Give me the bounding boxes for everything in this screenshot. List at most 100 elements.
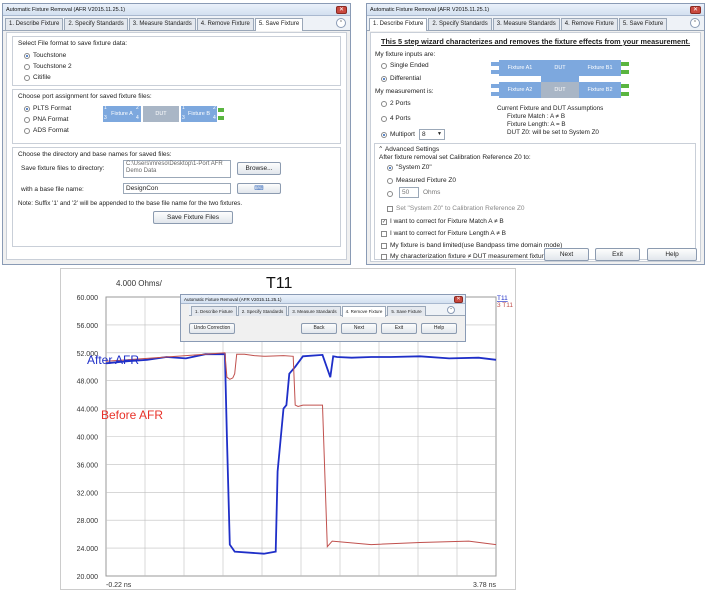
port-num: 3 <box>182 115 185 121</box>
check-label: Set "System Z0" to Calibration Reference… <box>396 205 525 212</box>
tab-specify-standards[interactable]: 2. Specify Standards <box>428 18 492 30</box>
port-num: 4 <box>213 115 216 121</box>
radio-label: Citifile <box>33 74 51 81</box>
port-num: 4 <box>136 115 139 121</box>
advanced-title: Advanced Settings <box>384 146 440 153</box>
radio-2-ports[interactable]: 2 Ports <box>375 98 411 109</box>
keyboard-icon[interactable]: ⌨ <box>237 183 281 194</box>
y-tick-label: 32.000 <box>77 490 99 497</box>
fixture-b1-label: Fixture B1 <box>587 65 613 71</box>
tab-remove-fixture[interactable]: 4. Remove Fixture <box>196 18 254 30</box>
exit-button[interactable]: Exit <box>595 248 640 261</box>
radio-dot-icon <box>387 177 393 184</box>
port-connector-icon <box>218 108 224 112</box>
directory-group-title: Choose the directory and base names for … <box>18 151 172 158</box>
tab-save-fixture[interactable]: 5. Save Fixture <box>618 18 668 30</box>
radio-dot-icon <box>381 131 387 138</box>
check-band-limited[interactable]: My fixture is band limited(use Bandpass … <box>375 240 562 251</box>
save-fixture-files-button[interactable]: Save Fixture Files <box>153 211 233 224</box>
browse-button[interactable]: Browse... <box>237 162 281 175</box>
check-set-system-z0[interactable]: Set "System Z0" to Calibration Reference… <box>381 203 525 214</box>
port-connector-icon <box>621 84 629 88</box>
exit-button[interactable]: Exit <box>381 323 417 334</box>
help-button[interactable]: Help <box>421 323 457 334</box>
radio-differential[interactable]: Differential <box>375 73 421 84</box>
suffix-note: Note: Suffix '1' and '2' will be appende… <box>18 200 243 207</box>
next-button[interactable]: Next <box>341 323 377 334</box>
radio-ads[interactable]: ADS Format <box>18 125 335 136</box>
tab-specify-standards[interactable]: 2. Specify Standards <box>64 18 128 30</box>
y-tick-label: 60.000 <box>77 295 99 302</box>
radio-touchstone2[interactable]: Touchstone 2 <box>18 61 335 72</box>
check-label: I want to correct for Fixture Length A ≠… <box>390 230 506 237</box>
assumption-dut-z0: DUT Z0: will be set to System Z0 <box>507 129 599 136</box>
check-label: My characterization fixture ≠ DUT measur… <box>390 253 548 260</box>
tab-save-fixture[interactable]: 5. Save Fixture <box>387 306 426 316</box>
fixture-a2-label: Fixture A2 <box>507 87 533 93</box>
radio-dot-icon <box>387 190 393 197</box>
multiport-select[interactable]: 8 ▼ <box>419 129 445 140</box>
collapse-icon[interactable]: ⌃ <box>690 18 700 28</box>
radio-ohms[interactable] <box>381 188 396 199</box>
tab-specify-standards[interactable]: 2. Specify Standards <box>237 306 288 316</box>
y-tick-label: 56.000 <box>77 323 99 330</box>
ohms-field[interactable]: 50 <box>399 187 419 198</box>
y-tick-label: 20.000 <box>77 574 99 581</box>
base-name-field[interactable]: DesignCon <box>123 183 231 194</box>
chevron-up-icon: ⌃ <box>378 146 385 153</box>
next-button[interactable]: Next <box>544 248 589 261</box>
collapse-icon[interactable]: ⌃ <box>447 306 455 314</box>
tab-remove-fixture[interactable]: 4. Remove Fixture <box>341 306 387 317</box>
port-diagram: Fixture A DUT Fixture B 1 3 2 4 1 3 2 4 <box>103 104 224 124</box>
y-tick-label: 44.000 <box>77 407 99 414</box>
radio-4-ports[interactable]: 4 Ports <box>375 113 411 124</box>
close-icon[interactable]: ✕ <box>336 6 347 14</box>
radio-measured-z0[interactable]: Measured Fixture Z0 <box>381 175 456 186</box>
tab-bar: 1. Describe Fixture 2. Specify Standards… <box>189 304 465 317</box>
assumption-match: Fixture Match : A ≠ B <box>507 113 566 120</box>
window-title: Automatic Fixture Removal (AFR V2015.11.… <box>367 4 704 16</box>
radio-pna[interactable]: PNA Format <box>18 114 335 125</box>
radio-system-z0[interactable]: "System Z0" <box>381 162 432 173</box>
check-fixture-length[interactable]: I want to correct for Fixture Length A ≠… <box>375 228 506 239</box>
radio-multiport[interactable]: Multiport <box>375 129 415 140</box>
check-fixture-match[interactable]: ✓ I want to correct for Fixture Match A ≠… <box>375 216 504 227</box>
port-group: Choose port assignment for saved fixture… <box>12 89 341 144</box>
directory-field[interactable]: C:\Users\mreso\Desktop\1-Port AFR Demo D… <box>123 160 231 178</box>
radio-plts[interactable]: PLTS Format <box>18 103 335 114</box>
radio-dot-icon <box>24 63 30 70</box>
help-button[interactable]: Help <box>647 248 697 261</box>
radio-dot-icon <box>24 127 30 134</box>
port-connector-icon <box>621 62 629 66</box>
tab-measure-standards[interactable]: 3. Measure Standards <box>288 306 341 316</box>
chevron-down-icon: ▼ <box>437 131 442 137</box>
tab-measure-standards[interactable]: 3. Measure Standards <box>128 18 196 30</box>
radio-citifile[interactable]: Citifile <box>18 72 335 83</box>
tab-describe-fixture[interactable]: 1. Describe Fixture <box>5 18 64 30</box>
tab-measure-standards[interactable]: 3. Measure Standards <box>492 18 560 30</box>
radio-label: PLTS Format <box>33 105 72 112</box>
radio-label: Multiport <box>390 131 415 138</box>
tab-save-fixture[interactable]: 5. Save Fixture <box>254 18 304 31</box>
close-icon[interactable]: ✕ <box>690 6 701 14</box>
back-button[interactable]: Back <box>301 323 337 334</box>
port-num: 2 <box>213 105 216 111</box>
format-group: Select File format to save fixture data:… <box>12 36 341 86</box>
advanced-settings-toggle[interactable]: ⌃ Advanced Settings <box>378 145 439 153</box>
collapse-icon[interactable]: ⌃ <box>336 18 346 28</box>
check-label: My fixture is band limited(use Bandpass … <box>390 242 563 249</box>
undo-correction-button[interactable]: Undo Correction <box>189 323 235 334</box>
tab-describe-fixture[interactable]: 1. Describe Fixture <box>369 18 428 31</box>
legend-3-t11: 3 T11 <box>497 302 513 309</box>
close-icon[interactable]: ✕ <box>454 296 463 303</box>
tab-describe-fixture[interactable]: 1. Describe Fixture <box>191 306 237 316</box>
check-characterization-fixture[interactable]: My characterization fixture ≠ DUT measur… <box>375 251 547 262</box>
port-connector-icon <box>491 70 499 74</box>
radio-single-ended[interactable]: Single Ended <box>375 60 429 71</box>
radio-touchstone[interactable]: Touchstone <box>18 50 335 61</box>
tab-remove-fixture[interactable]: 4. Remove Fixture <box>560 18 618 30</box>
radio-dot-icon <box>381 115 387 122</box>
directory-label: Save fixture files to directory: <box>21 165 105 172</box>
port-num: 3 <box>104 115 107 121</box>
mini-afr-window: Automatic Fixture Removal (AFR V2015.11.… <box>180 294 466 342</box>
